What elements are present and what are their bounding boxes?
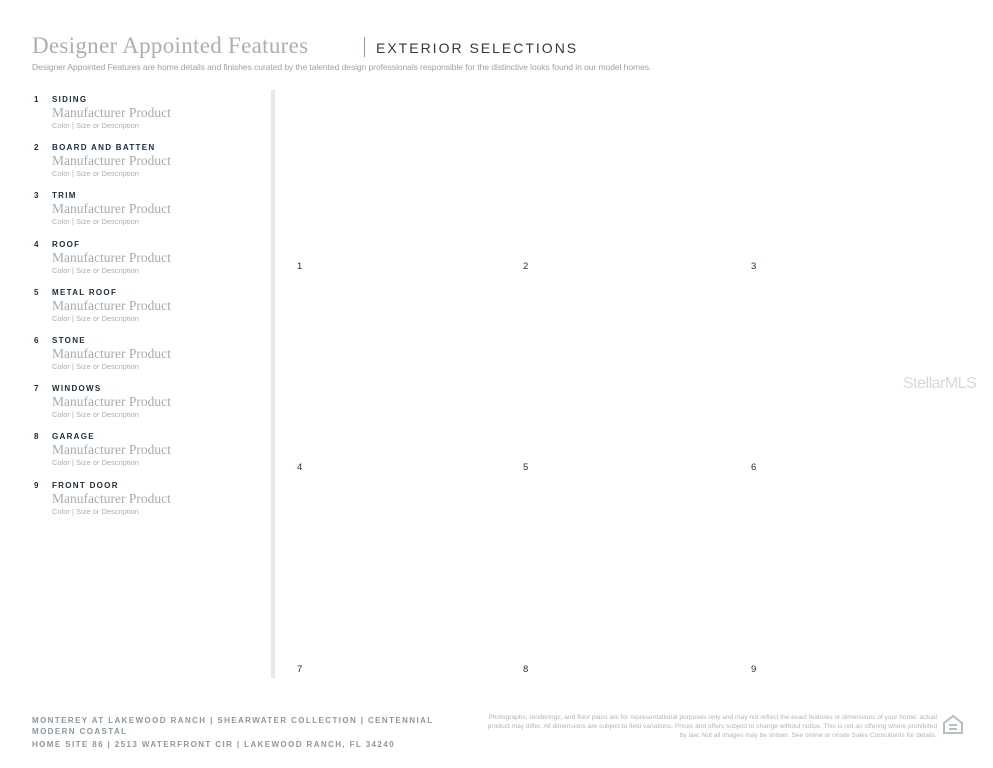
item-product: Manufacturer Product	[52, 394, 171, 410]
item-product: Manufacturer Product	[52, 297, 171, 313]
selection-item: 5 METAL ROOF Manufacturer Product Color …	[34, 288, 264, 334]
item-product: Manufacturer Product	[52, 346, 171, 361]
item-description: Color | Size or Description	[52, 506, 139, 516]
item-label: METAL ROOF	[52, 287, 118, 297]
item-number: 2	[34, 143, 39, 153]
footer-address: HOME SITE 86 | 2513 WATERFRONT CIR | LAK…	[32, 740, 395, 749]
selection-item: 7 WINDOWS Manufacturer Product Color | S…	[34, 384, 264, 430]
item-description: Color | Size or Description	[52, 313, 139, 323]
item-product: Manufacturer Product	[52, 442, 171, 458]
item-label: TRIM	[52, 191, 77, 201]
item-label: STONE	[52, 336, 86, 345]
selection-item: 1 SIDING Manufacturer Product Color | Si…	[34, 95, 264, 141]
item-number: 9	[34, 480, 39, 490]
item-product: Manufacturer Product	[52, 201, 171, 217]
item-number: 3	[34, 191, 39, 201]
selection-item: 4 ROOF Manufacturer Product Color | Size…	[34, 240, 264, 286]
item-product: Manufacturer Product	[52, 249, 171, 265]
item-number: 1	[34, 95, 39, 104]
grid-cell-number: 8	[523, 664, 529, 675]
item-product: Manufacturer Product	[52, 490, 171, 506]
intro-text: Designer Appointed Features are home det…	[32, 62, 652, 72]
item-label: FRONT DOOR	[52, 480, 119, 490]
item-number: 4	[34, 239, 39, 249]
item-label: WINDOWS	[52, 384, 102, 394]
item-description: Color | Size or Description	[52, 169, 139, 179]
item-label: SIDING	[52, 95, 88, 104]
grid-cell-number: 7	[297, 664, 303, 675]
grid-cell-number: 6	[751, 462, 757, 473]
item-description: Color | Size or Description	[52, 265, 139, 275]
item-description: Color | Size or Description	[52, 362, 139, 371]
item-label: ROOF	[52, 239, 81, 249]
grid-cell-number: 3	[751, 261, 757, 272]
watermark: StellarMLS	[903, 375, 977, 392]
selection-item: 2 BOARD AND BATTEN Manufacturer Product …	[34, 143, 264, 189]
grid-cell-number: 5	[523, 462, 529, 473]
selection-item: 6 STONE Manufacturer Product Color | Siz…	[34, 336, 264, 382]
item-product: Manufacturer Product	[52, 153, 171, 169]
page-title: Designer Appointed Features	[32, 33, 309, 58]
item-product: Manufacturer Product	[52, 105, 171, 120]
item-label: BOARD AND BATTEN	[52, 143, 156, 153]
footer-plan: MODERN COASTAL	[32, 727, 128, 736]
item-number: 6	[34, 336, 39, 345]
item-label: GARAGE	[52, 432, 95, 442]
equal-housing-opportunity-icon	[942, 714, 964, 736]
grid-cell-number: 9	[751, 664, 757, 675]
item-description: Color | Size or Description	[52, 410, 139, 420]
grid-cell-number: 4	[297, 462, 303, 473]
title-separator	[364, 37, 365, 57]
item-description: Color | Size or Description	[52, 217, 139, 227]
item-number: 5	[34, 287, 39, 297]
item-number: 8	[34, 432, 39, 442]
footer-community: MONTEREY AT LAKEWOOD RANCH | SHEARWATER …	[32, 716, 434, 725]
selection-item: 3 TRIM Manufacturer Product Color | Size…	[34, 191, 264, 237]
grid-cell-number: 1	[297, 261, 303, 272]
grid-cell-number: 2	[523, 261, 529, 272]
selection-item: 8 GARAGE Manufacturer Product Color | Si…	[34, 432, 264, 478]
item-description: Color | Size or Description	[52, 121, 139, 130]
selection-item: 9 FRONT DOOR Manufacturer Product Color …	[34, 481, 264, 527]
vertical-divider	[271, 90, 275, 678]
item-number: 7	[34, 384, 39, 394]
page-subtitle: EXTERIOR SELECTIONS	[376, 40, 579, 56]
footer-disclaimer: Photographs, renderings, and floor plans…	[487, 714, 937, 739]
item-description: Color | Size or Description	[52, 458, 139, 468]
